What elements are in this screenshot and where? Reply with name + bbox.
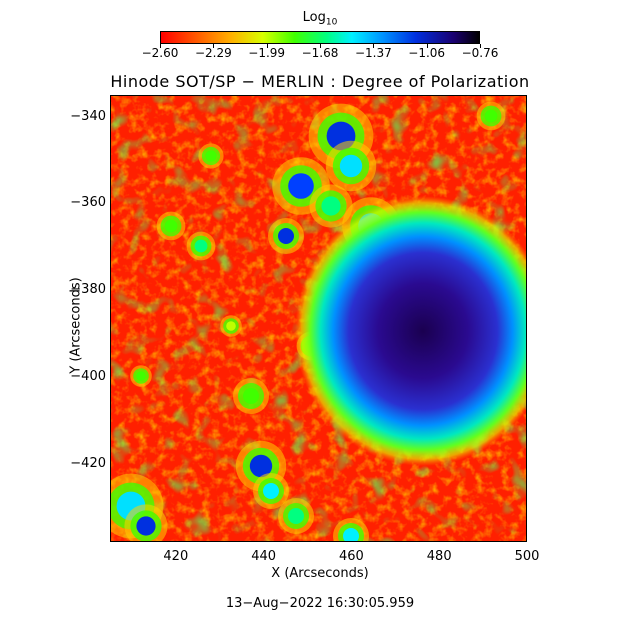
colorbar-tick-mark — [320, 44, 321, 48]
plage-core — [249, 454, 273, 478]
plage-core — [136, 371, 146, 381]
x-tick-label: 480 — [426, 549, 452, 564]
x-tick-label: 460 — [338, 549, 364, 564]
colorbar-tick-label: −1.06 — [408, 46, 446, 60]
colorbar-tick-label: −2.29 — [194, 46, 232, 60]
x-tick-label: 500 — [514, 549, 540, 564]
colorbar-title: Log10 — [302, 10, 338, 28]
x-tick-label: 440 — [251, 549, 277, 564]
plage-core — [194, 239, 208, 253]
plage-core — [339, 154, 363, 178]
y-tick-label: −400 — [70, 369, 106, 385]
timestamp: 13−Aug−2022 16:30:05.959 — [225, 596, 415, 611]
plage-core — [226, 321, 236, 331]
y-tick-label: −360 — [70, 195, 106, 211]
plage-core — [205, 150, 217, 162]
y-tick-label: −340 — [70, 108, 106, 124]
plage-core — [136, 516, 156, 536]
plage-core — [484, 109, 498, 123]
colorbar-tick-mark — [266, 44, 268, 48]
colorbar-tick-label: −1.68 — [301, 46, 339, 60]
plage-core — [343, 528, 359, 541]
plage-core — [288, 508, 304, 524]
colorbar-tick-mark — [426, 44, 428, 48]
plage-core — [278, 228, 294, 244]
plot-title: Hinode SOT/SP − MERLIN : Degree of Polar… — [110, 72, 530, 91]
colorbar-tick-mark — [160, 44, 161, 48]
colorbar-tick-label: −1.99 — [248, 46, 286, 60]
plage-core — [263, 483, 279, 499]
polarization-image — [111, 96, 526, 541]
colorbar-tick-mark — [373, 44, 375, 48]
y-axis-label: Y (Arcseconds) — [68, 277, 84, 374]
x-axis-label: X (Arcseconds) — [271, 566, 369, 581]
x-tick-label: 420 — [163, 549, 189, 564]
y-tick-label: −380 — [70, 282, 106, 298]
plage-core — [321, 196, 341, 216]
polarization-map — [110, 95, 527, 542]
colorbar-tick-mark — [213, 44, 215, 48]
plage-core — [288, 173, 314, 199]
plage-core — [243, 388, 259, 404]
colorbar-tick-label: −0.76 — [461, 46, 499, 60]
colorbar — [160, 31, 480, 44]
colorbar-tick-label: −1.37 — [354, 46, 392, 60]
colorbar-tick-label: −2.60 — [141, 46, 179, 60]
plage-core — [164, 219, 178, 233]
sunspot — [295, 196, 526, 466]
y-tick-label: −420 — [70, 455, 106, 471]
colorbar-tick-mark — [480, 44, 481, 48]
